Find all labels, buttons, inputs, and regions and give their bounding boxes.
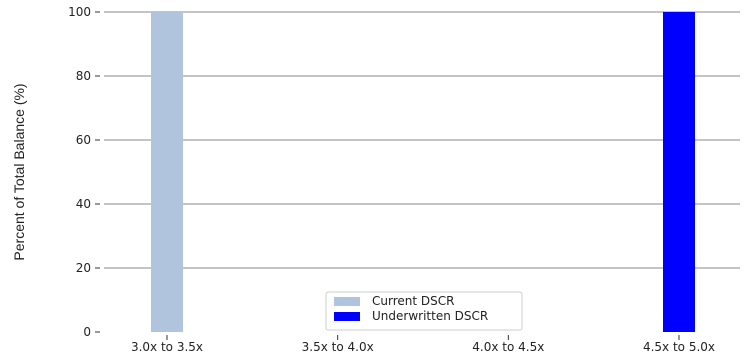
- x-axis-ticks: 3.0x to 3.5x 3.5x to 4.0x 4.0x to 4.5x 4.5x…: [131, 335, 715, 354]
- legend-label: Underwritten DSCR: [372, 309, 488, 323]
- legend-box: [325, 291, 523, 331]
- gridlines: [104, 11, 740, 269]
- legend-label: Current DSCR: [372, 294, 454, 308]
- y-tick-label: 40: [76, 197, 91, 211]
- x-tick-label: 4.0x to 4.5x: [472, 340, 544, 354]
- bar: [151, 12, 183, 332]
- bars: [151, 12, 695, 332]
- y-axis-ticks: 0 20 40 60 80 100: [68, 5, 100, 339]
- y-tick-label: 0: [83, 325, 91, 339]
- y-tick-label: 60: [76, 133, 91, 147]
- y-tick-label: 80: [76, 69, 91, 83]
- y-axis-label: Percent of Total Balance (%): [11, 83, 27, 260]
- x-tick-label: 3.5x to 4.0x: [302, 340, 374, 354]
- x-tick-label: 4.5x to 5.0x: [643, 340, 715, 354]
- bar: [663, 12, 695, 332]
- legend-swatch: [334, 312, 360, 321]
- y-tick-label: 20: [76, 261, 91, 275]
- legend-swatch: [334, 297, 360, 306]
- x-tick-label: 3.0x to 3.5x: [131, 340, 203, 354]
- y-tick-label: 100: [68, 5, 91, 19]
